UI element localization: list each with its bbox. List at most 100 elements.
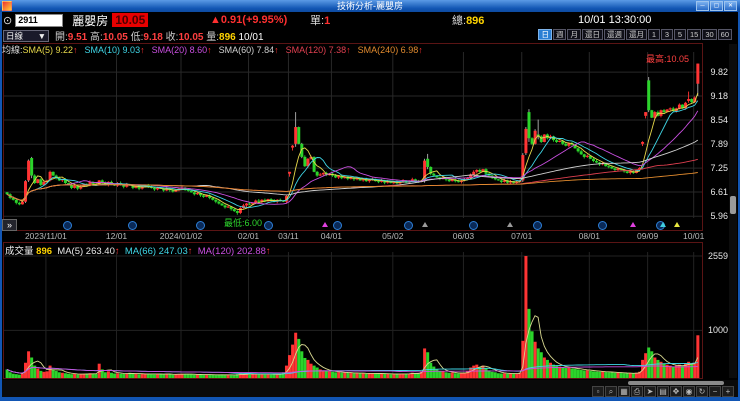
maximize-button[interactable]: ▢ [710, 1, 723, 11]
candle-body [251, 202, 255, 205]
volume-bar [131, 373, 135, 378]
volume-bar [254, 373, 258, 378]
candle-body [137, 186, 141, 189]
period-button-1[interactable]: 1 [647, 29, 660, 40]
volume-bar [386, 373, 390, 378]
candle-body [506, 180, 510, 183]
volume-bar [395, 374, 399, 378]
candlestick-chart[interactable] [4, 52, 702, 218]
volume-bar [288, 355, 292, 378]
candle-body [435, 175, 439, 178]
symbol-input[interactable] [15, 13, 64, 27]
volume-bar [389, 374, 393, 378]
pan-icon[interactable]: ✥ [670, 386, 682, 397]
event-marker-icon[interactable] [404, 221, 413, 230]
period-button-15[interactable]: 15 [686, 29, 702, 40]
expand-markers-button[interactable]: » [2, 219, 17, 231]
volume-bar [318, 369, 322, 378]
period-button-還月[interactable]: 還月 [625, 29, 647, 40]
candle-body [27, 160, 31, 181]
event-marker-icon[interactable] [598, 221, 607, 230]
candle-body [315, 171, 319, 176]
candle-body [269, 199, 273, 201]
event-marker-icon[interactable] [128, 221, 137, 230]
candle-body [88, 181, 92, 186]
panel-icon[interactable]: ▫ [592, 386, 604, 397]
candle-body [355, 178, 359, 180]
volume-bar [499, 373, 503, 378]
period-button-還日[interactable]: 還日 [581, 29, 603, 40]
print-icon[interactable]: ⎙ [631, 386, 643, 397]
volume-bar [137, 374, 141, 378]
candle-body [610, 166, 614, 169]
period-button-還週[interactable]: 還週 [603, 29, 625, 40]
candle-body [509, 181, 513, 183]
volume-bar [435, 369, 439, 378]
candle-body [447, 179, 451, 182]
notebook-icon[interactable]: ▤ [657, 386, 669, 397]
app-icon [2, 1, 12, 11]
cursor-icon[interactable]: ➤ [644, 386, 656, 397]
price-axis-label: 7.89 [710, 139, 728, 150]
volume-bar [116, 373, 120, 378]
volume-pane[interactable] [3, 242, 703, 379]
close-button[interactable]: ✕ [724, 1, 737, 11]
volume-bar [438, 370, 442, 378]
zoom-in-icon[interactable]: + [722, 386, 734, 397]
title-bar[interactable]: 技術分析-麗嬰房 ─ ▢ ✕ [0, 0, 740, 12]
candle-body [312, 156, 316, 172]
period-button-3[interactable]: 3 [660, 29, 673, 40]
price-pane[interactable] [3, 43, 703, 231]
candle-body [530, 138, 534, 144]
chart-type-icon[interactable]: ▦ [618, 386, 630, 397]
event-marker-icon[interactable] [533, 221, 542, 230]
period-button-月[interactable]: 月 [567, 29, 581, 40]
price-axis-label: 7.25 [710, 163, 728, 174]
event-marker-icon[interactable] [333, 221, 342, 230]
volume-chart[interactable] [4, 252, 702, 378]
volume-bar [352, 373, 356, 378]
volume-bar [548, 362, 552, 378]
volume-bar [113, 373, 117, 378]
volume-bar [159, 373, 163, 378]
period-button-週[interactable]: 週 [552, 29, 567, 40]
period-button-5[interactable]: 5 [673, 29, 686, 40]
period-button-日[interactable]: 日 [538, 29, 552, 40]
quote-bar: ⊙ 麗嬰房 10.05 ▲0.91(+9.95%) 單:1 總:896 10/0… [0, 12, 740, 28]
vertical-scrollbar-thumb[interactable] [730, 196, 736, 214]
period-button-30[interactable]: 30 [702, 29, 717, 40]
volume-bar [407, 373, 411, 378]
candle-body [641, 141, 645, 144]
event-marker-icon[interactable] [63, 221, 72, 230]
volume-axis-label: 1000 [707, 325, 728, 336]
eye-icon[interactable]: ◉ [683, 386, 695, 397]
zoom-select-icon[interactable]: ⌕ [605, 386, 617, 397]
symbol-lookup-icon[interactable]: ⊙ [3, 14, 13, 27]
volume-bar [20, 373, 24, 378]
volume-bar [327, 371, 331, 378]
candle-body [30, 158, 34, 176]
sma-legend-item: SMA(20) 8.60↑ [151, 45, 212, 55]
volume-bar [45, 371, 49, 378]
zoom-out-icon[interactable]: − [709, 386, 721, 397]
reset-icon[interactable]: ↻ [696, 386, 708, 397]
unit-volume: 單:1 [310, 15, 331, 27]
volume-bar [217, 374, 221, 378]
volume-bar [484, 368, 488, 378]
candle-body [469, 174, 473, 178]
event-marker-icon[interactable] [196, 221, 205, 230]
period-dropdown[interactable]: 日線 ▼ [3, 29, 49, 42]
volume-bar [426, 352, 430, 378]
event-marker-icon[interactable] [264, 221, 273, 230]
event-marker-icon[interactable] [469, 221, 478, 230]
vertical-scrollbar[interactable] [729, 44, 737, 378]
price-axis-label: 6.61 [710, 186, 728, 197]
horizontal-scrollbar-thumb[interactable] [628, 381, 724, 385]
minimize-button[interactable]: ─ [696, 1, 709, 11]
volume-bar [165, 373, 169, 378]
period-button-60[interactable]: 60 [717, 29, 732, 40]
candle-body [337, 175, 341, 178]
volume-bar [39, 370, 43, 378]
date-axis-label: 2023/11/01 [24, 231, 67, 241]
